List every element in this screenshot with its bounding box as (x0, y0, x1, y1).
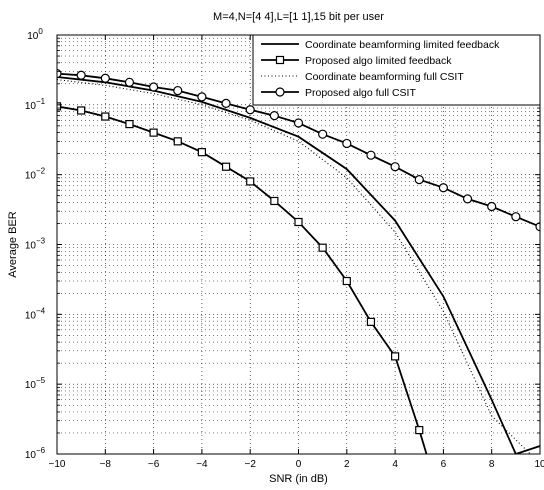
data-point-square (366, 317, 376, 326)
legend-marker-circle (275, 87, 285, 97)
data-point-circle (245, 105, 255, 115)
x-tick-label: −4 (196, 459, 208, 470)
data-point-square (173, 137, 182, 146)
x-tick-label: −10 (49, 459, 66, 470)
legend-label: Proposed algo full CSIT (305, 87, 416, 99)
data-point-circle (414, 174, 424, 185)
x-tick-label: 0 (296, 459, 302, 470)
series-line-3 (57, 79, 531, 454)
data-point-circle (438, 183, 448, 193)
data-point-square (415, 425, 424, 435)
data-point-square (294, 217, 303, 227)
data-point-circle (76, 70, 86, 80)
series-3 (57, 79, 531, 454)
series-4 (57, 69, 540, 232)
chart-title: M=4,N=[4 4],L=[1 1],15 bit per user (213, 11, 384, 23)
y-axis-label: Average BER (7, 211, 19, 278)
data-point-circle (197, 92, 207, 102)
x-tick-label: −2 (244, 459, 256, 470)
data-point-circle (535, 222, 540, 232)
data-point-square (246, 177, 255, 186)
data-point-circle (221, 98, 231, 108)
data-point-circle (366, 150, 376, 160)
legend-box (252, 34, 541, 106)
y-tick-label: 100 (27, 27, 43, 42)
y-tick-label: 10−4 (25, 306, 46, 321)
x-tick-label: 10 (534, 459, 544, 470)
data-point-circle (487, 201, 497, 212)
data-point-square (221, 162, 231, 171)
x-axis-label: SNR (in dB) (269, 473, 328, 485)
x-tick-label: 4 (392, 459, 398, 470)
legend: Coordinate beamforming limited feedback P… (252, 34, 541, 106)
data-point-circle (318, 129, 328, 139)
axis-ticks: −10 −8 −6 −4 −2 0 2 4 6 8 10 100 10−1 10−2 10−3 10−4 10−… (25, 27, 544, 470)
series-line-1 (57, 76, 540, 454)
data-point-circle (149, 82, 159, 92)
legend-label: Coordinate beamforming limited feedback (305, 39, 500, 51)
legend-label: Coordinate beamforming full CSIT (305, 71, 464, 83)
data-point-square (77, 106, 86, 115)
data-point-square (342, 276, 351, 286)
y-tick-label: 10−1 (25, 97, 46, 112)
data-point-circle (293, 118, 304, 128)
data-point-circle (100, 73, 110, 83)
data-point-square (101, 112, 110, 121)
x-tick-label: −6 (148, 459, 160, 470)
y-tick-label: 10−3 (25, 237, 46, 252)
data-point-circle (173, 85, 183, 96)
legend-marker-square (275, 55, 285, 65)
data-point-square (57, 102, 62, 111)
series-layer (57, 69, 540, 454)
data-point-square (270, 196, 279, 206)
y-tick-label: 10−2 (25, 167, 46, 182)
x-tick-label: −8 (100, 459, 112, 470)
data-point-circle (462, 194, 473, 204)
data-point-square (125, 119, 134, 129)
data-point-circle (342, 138, 352, 149)
x-tick-label: 8 (489, 459, 495, 470)
data-point-circle (511, 212, 521, 222)
legend-label: Proposed algo limited feedback (305, 55, 452, 67)
data-point-square (318, 243, 327, 252)
data-point-square (149, 128, 158, 137)
data-point-circle (269, 111, 279, 121)
data-point-circle (390, 162, 400, 172)
data-point-square (391, 352, 400, 361)
data-point-circle (124, 77, 135, 87)
series-2 (57, 102, 428, 454)
y-tick-label: 10−5 (25, 376, 46, 391)
x-tick-label: 6 (441, 459, 447, 470)
series-1 (57, 76, 540, 454)
grid (57, 35, 540, 454)
x-tick-label: 2 (344, 459, 350, 470)
data-point-square (197, 148, 206, 157)
y-tick-label: 10−6 (25, 446, 46, 461)
